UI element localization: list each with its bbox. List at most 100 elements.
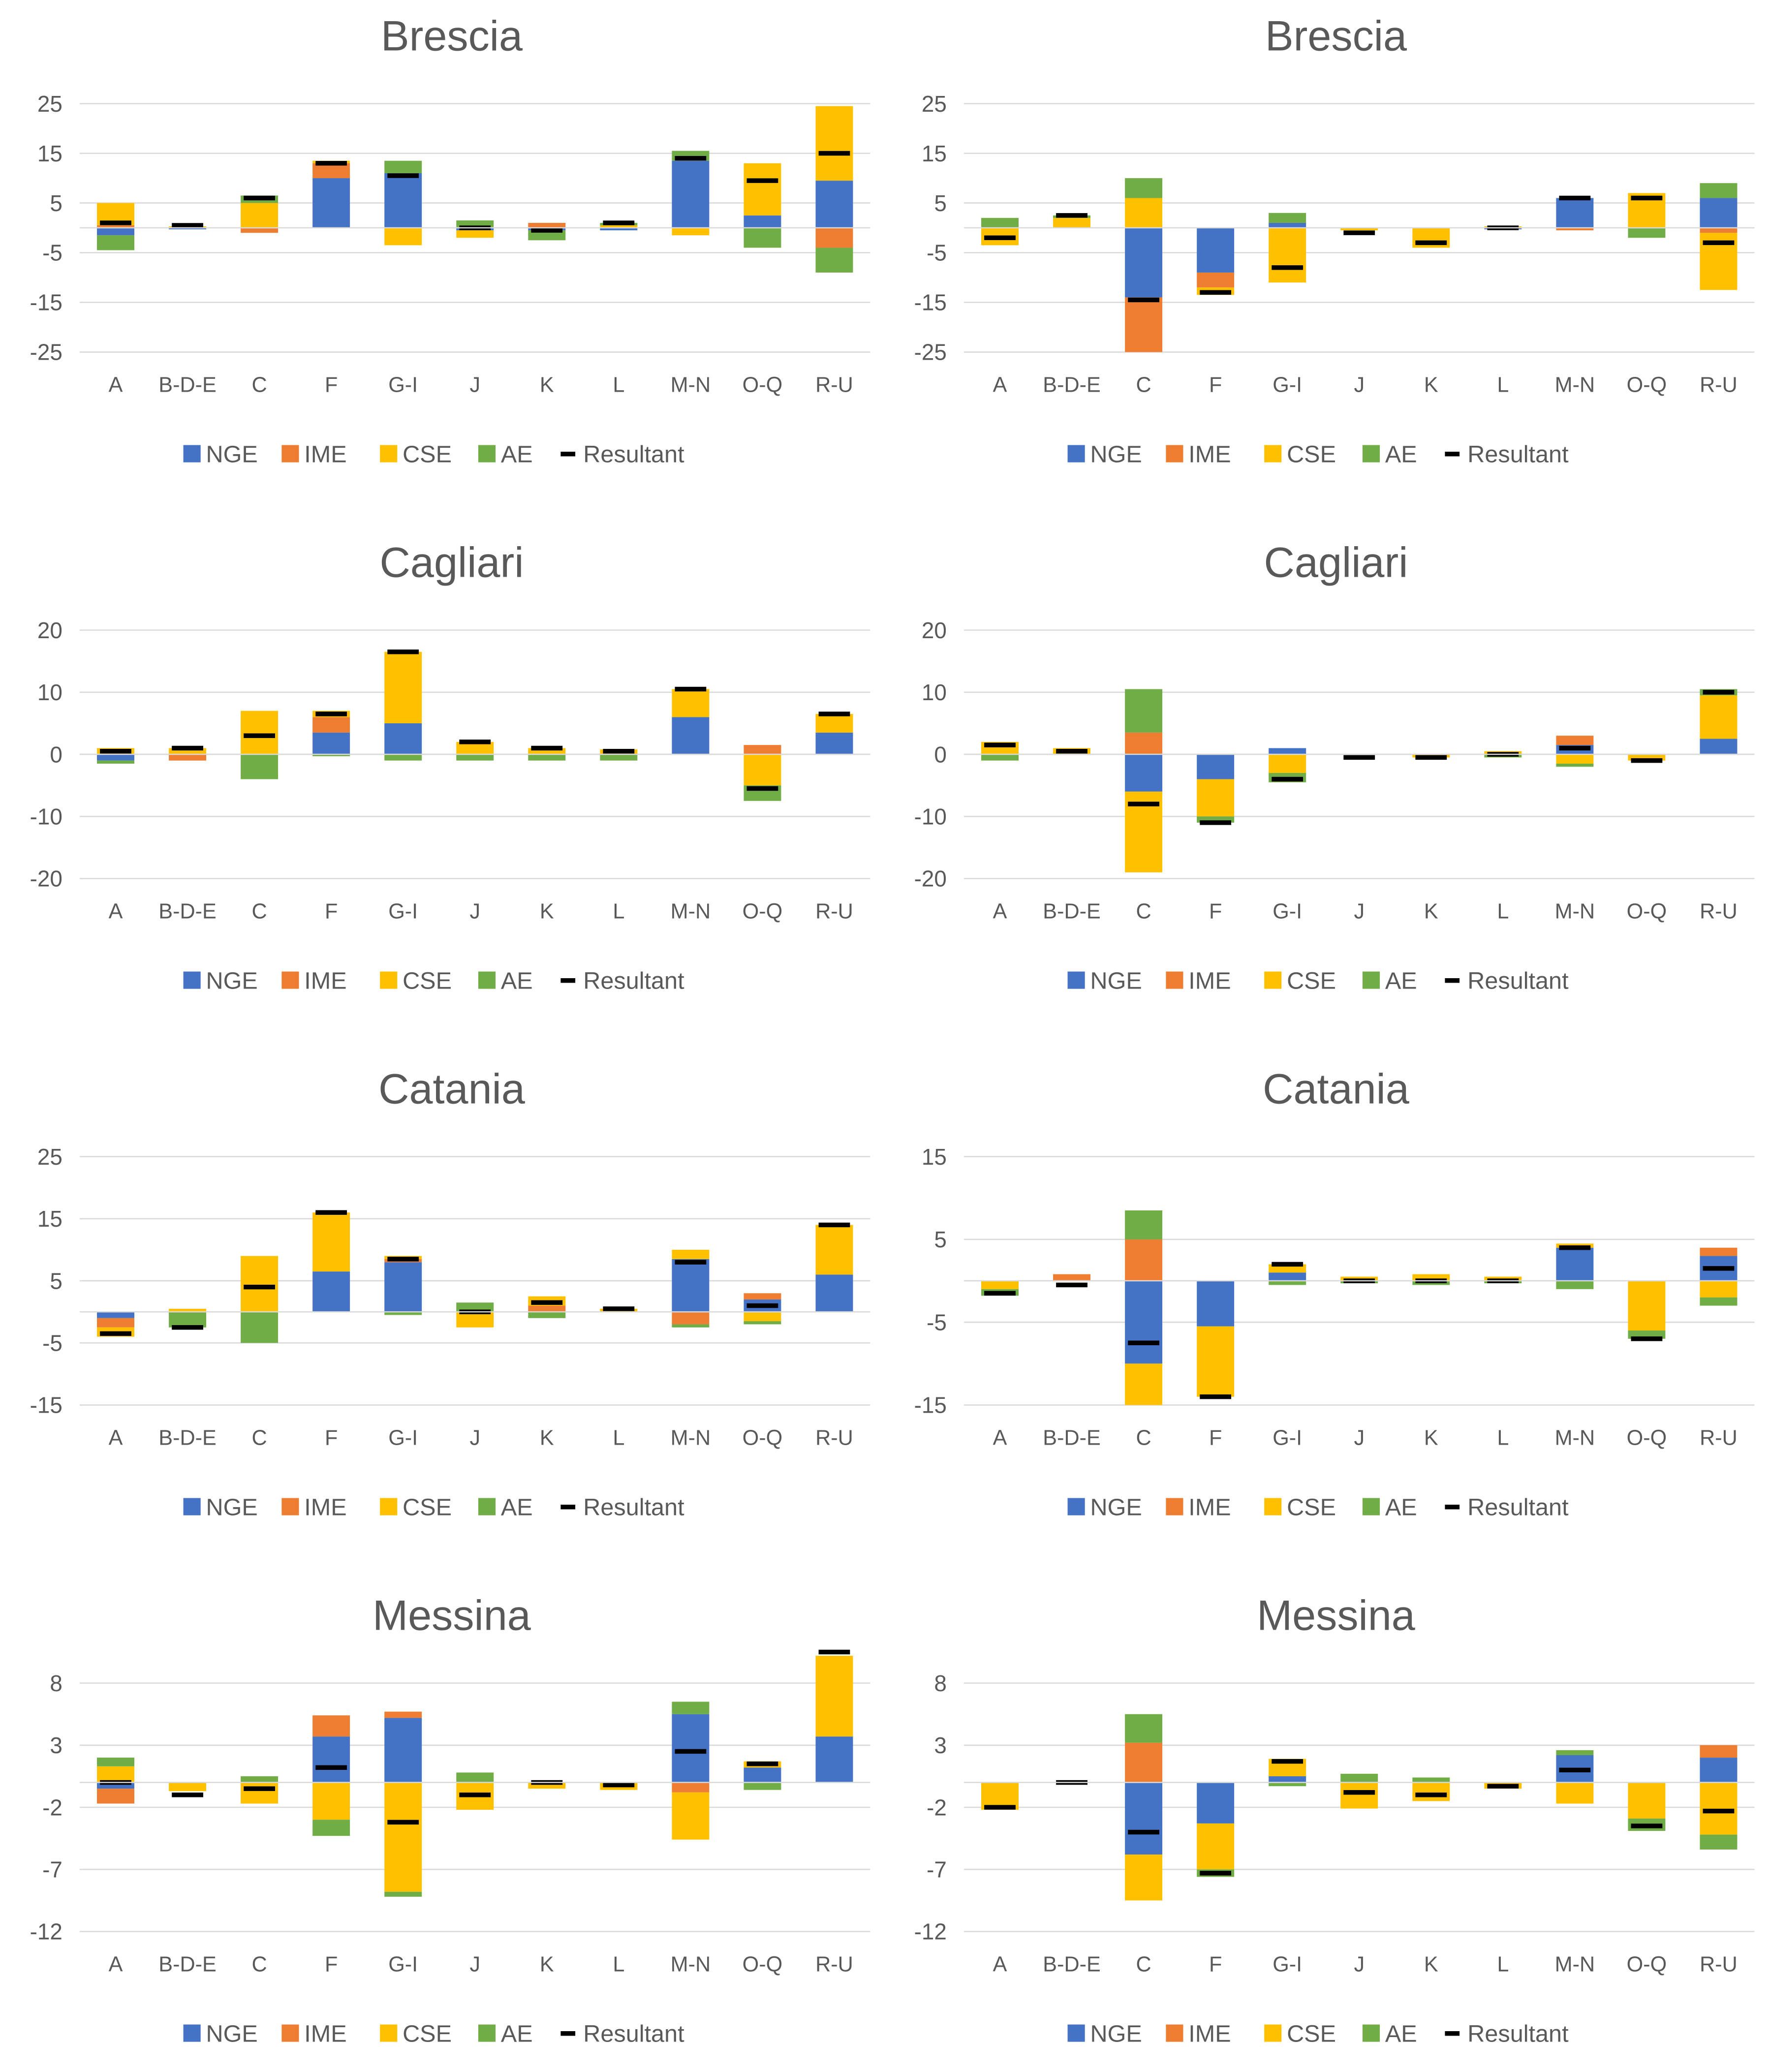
x-tick-label: A xyxy=(109,373,123,397)
bar-nge xyxy=(1269,222,1306,228)
resultant-marker xyxy=(1631,195,1663,201)
legend-item-ae: AE xyxy=(1363,968,1417,994)
legend-item-nge: NGE xyxy=(183,2021,258,2047)
x-tick-label: A xyxy=(109,1426,123,1450)
bar-ime xyxy=(1125,1239,1163,1281)
x-tick-label: R-U xyxy=(1700,373,1738,397)
legend-label: NGE xyxy=(206,441,258,468)
bar-cse xyxy=(456,1312,494,1328)
legend-label: CSE xyxy=(1287,1494,1336,1521)
bar-ae xyxy=(528,754,566,761)
legend-label: AE xyxy=(1385,1494,1417,1521)
resultant-marker xyxy=(984,1805,1016,1810)
resultant-marker xyxy=(315,711,347,716)
legend-item-nge: NGE xyxy=(1067,968,1142,994)
bar-cse xyxy=(744,1312,781,1322)
y-tick-label: -15 xyxy=(30,290,62,315)
bar-ae xyxy=(97,760,134,764)
resultant-marker xyxy=(244,733,276,738)
bar-cse xyxy=(241,711,279,755)
bar-cse xyxy=(312,1212,350,1272)
resultant-marker xyxy=(1200,1871,1232,1876)
bar-cse xyxy=(456,230,494,238)
legend-item-resultant: Resultant xyxy=(560,968,684,994)
bar-cse xyxy=(815,1656,853,1737)
x-tick-label: L xyxy=(1497,900,1509,924)
bar-cse xyxy=(1628,1782,1666,1819)
resultant-marker xyxy=(244,1284,276,1290)
legend-swatch-ime xyxy=(281,445,299,463)
legend-swatch-nge xyxy=(1067,971,1085,989)
bar-nge xyxy=(1125,754,1163,792)
resultant-marker xyxy=(818,1649,850,1655)
bar-ime xyxy=(312,1715,350,1737)
legend-swatch-cse xyxy=(1264,971,1282,989)
legend-label: IME xyxy=(1188,1494,1231,1521)
chart-title: Catania xyxy=(1263,1066,1410,1113)
bar-ae xyxy=(384,754,422,761)
resultant-marker xyxy=(459,740,491,744)
resultant-marker xyxy=(1272,265,1303,270)
bar-nge xyxy=(384,1262,422,1312)
y-tick-label: 25 xyxy=(37,1144,62,1170)
x-tick-label: M-N xyxy=(671,1426,711,1450)
resultant-marker xyxy=(675,686,707,692)
bar-nge xyxy=(672,717,710,755)
legend-swatch-resultant xyxy=(560,1505,576,1510)
x-tick-label: R-U xyxy=(815,1953,853,1977)
x-tick-label: M-N xyxy=(1555,1426,1595,1450)
bar-ae xyxy=(744,1321,781,1325)
x-tick-label: R-U xyxy=(1700,1953,1738,1977)
resultant-marker xyxy=(172,223,203,228)
resultant-marker xyxy=(818,711,850,716)
resultant-marker xyxy=(1272,776,1303,782)
x-tick-label: A xyxy=(993,900,1007,924)
x-tick-label: J xyxy=(1354,1426,1365,1450)
bar-nge xyxy=(744,215,781,228)
bar-cse xyxy=(744,754,781,786)
bar-nge xyxy=(384,1718,422,1783)
bar-cse xyxy=(672,228,710,236)
bar-ae xyxy=(1700,183,1738,198)
legend-label: CSE xyxy=(403,968,452,994)
chart-panel-7: Messina 8 3 -2 -7 -12 A B-D-E C F G-I J K L M-N O-Q R-U N… xyxy=(30,1592,870,2047)
bar-nge xyxy=(312,1271,350,1312)
bar-ae xyxy=(744,228,781,248)
y-tick-label: 5 xyxy=(934,190,947,216)
legend-label: NGE xyxy=(1090,441,1142,468)
bar-ae xyxy=(312,754,350,756)
y-tick-label: -10 xyxy=(30,804,62,829)
x-tick-label: J xyxy=(469,1953,480,1977)
legend-item-resultant: Resultant xyxy=(1445,968,1569,994)
legend-swatch-cse xyxy=(380,2024,398,2042)
legend-item-cse: CSE xyxy=(1264,2021,1336,2047)
x-tick-label: B-D-E xyxy=(1043,1426,1101,1450)
x-tick-label: F xyxy=(1209,1426,1222,1450)
legend-label: Resultant xyxy=(583,2021,684,2047)
legend-swatch-ime xyxy=(281,971,299,989)
bar-ae xyxy=(169,1312,207,1328)
bar-ime xyxy=(528,1305,566,1312)
x-tick-label: J xyxy=(1354,900,1365,924)
resultant-marker xyxy=(1272,1759,1303,1764)
x-tick-label: F xyxy=(325,900,338,924)
y-tick-label: -5 xyxy=(42,1330,62,1356)
bar-nge xyxy=(97,1312,134,1318)
bar-nge xyxy=(384,173,422,228)
resultant-marker xyxy=(1343,1790,1375,1795)
bar-nge xyxy=(1125,1281,1163,1364)
legend-item-resultant: Resultant xyxy=(1445,441,1569,468)
legend-swatch-ime xyxy=(1166,2024,1183,2042)
x-tick-label: G-I xyxy=(388,1426,418,1450)
x-tick-label: G-I xyxy=(388,900,418,924)
x-tick-label: K xyxy=(540,1426,554,1450)
legend-label: NGE xyxy=(206,1494,258,1521)
bar-ae xyxy=(1269,1782,1306,1787)
y-tick-label: -7 xyxy=(927,1856,947,1882)
chart-panel-4: Cagliari 20 10 0 -10 -20 A B-D-E C F G-I J K L M-N O-Q R… xyxy=(914,539,1755,994)
legend-swatch-cse xyxy=(1264,2024,1282,2042)
bar-cse xyxy=(241,1782,279,1804)
bar-ime xyxy=(672,1782,710,1793)
legend-item-ime: IME xyxy=(1166,968,1231,994)
bar-ime xyxy=(312,163,350,179)
